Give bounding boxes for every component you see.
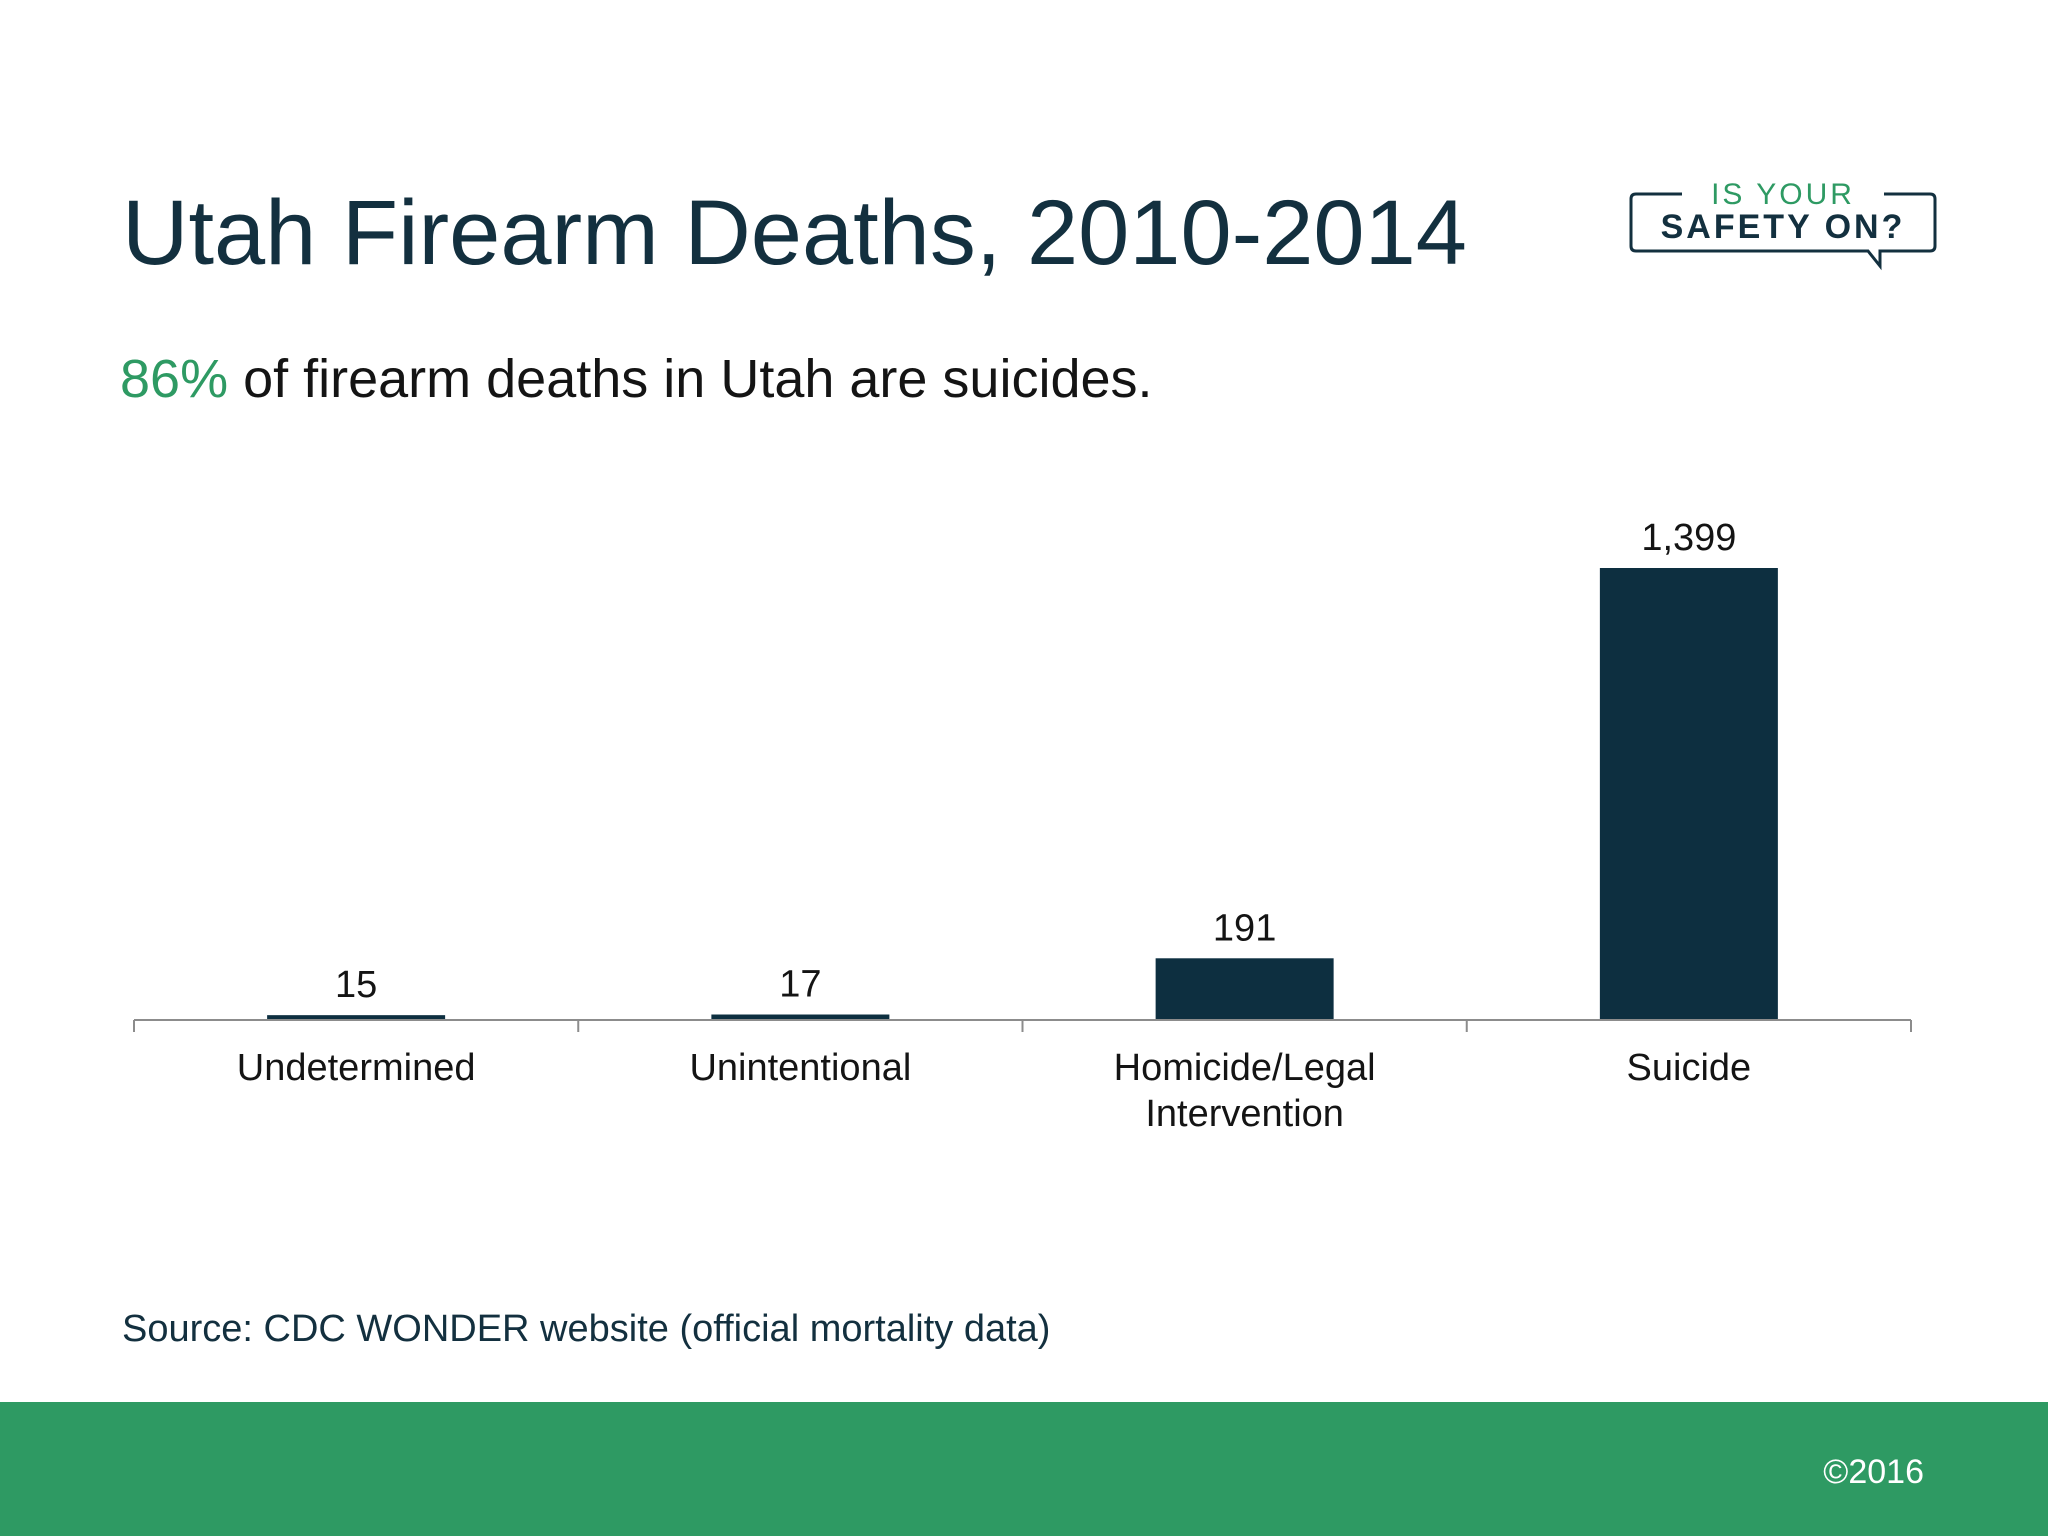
category-label-1: Unintentional (689, 1047, 911, 1089)
category-label-3: Suicide (1627, 1047, 1752, 1089)
data-label-1: 17 (779, 964, 821, 1006)
category-label-2-line2: Intervention (1145, 1093, 1344, 1135)
footer-bar: ©2016 (0, 1402, 2048, 1536)
chart-subtitle: 86% of firearm deaths in Utah are suicid… (120, 346, 1153, 412)
data-label-3: 1,399 (1641, 517, 1736, 559)
data-label-2: 191 (1213, 907, 1276, 949)
bar-0 (267, 1015, 446, 1020)
bar-1 (711, 1014, 890, 1020)
source-note: Source: CDC WONDER website (official mor… (122, 1308, 1051, 1350)
chart-title: Utah Firearm Deaths, 2010-2014 (122, 182, 1467, 284)
logo-speech-bubble-icon (1629, 192, 1937, 271)
copyright: ©2016 (1823, 1453, 1924, 1491)
category-label-0: Undetermined (237, 1047, 476, 1089)
category-label-2: Homicide/Legal (1114, 1047, 1376, 1089)
subtitle-highlight: 86% (120, 349, 229, 409)
logo-line1: IS YOUR (1711, 178, 1855, 211)
data-label-0: 15 (335, 964, 377, 1006)
bar-2 (1155, 958, 1334, 1020)
subtitle-text: of firearm deaths in Utah are suicides. (228, 349, 1153, 409)
logo-line2: SAFETY ON? (1661, 208, 1906, 246)
bar-3 (1599, 568, 1778, 1020)
safety-on-logo: IS YOUR SAFETY ON? (1629, 178, 1937, 271)
